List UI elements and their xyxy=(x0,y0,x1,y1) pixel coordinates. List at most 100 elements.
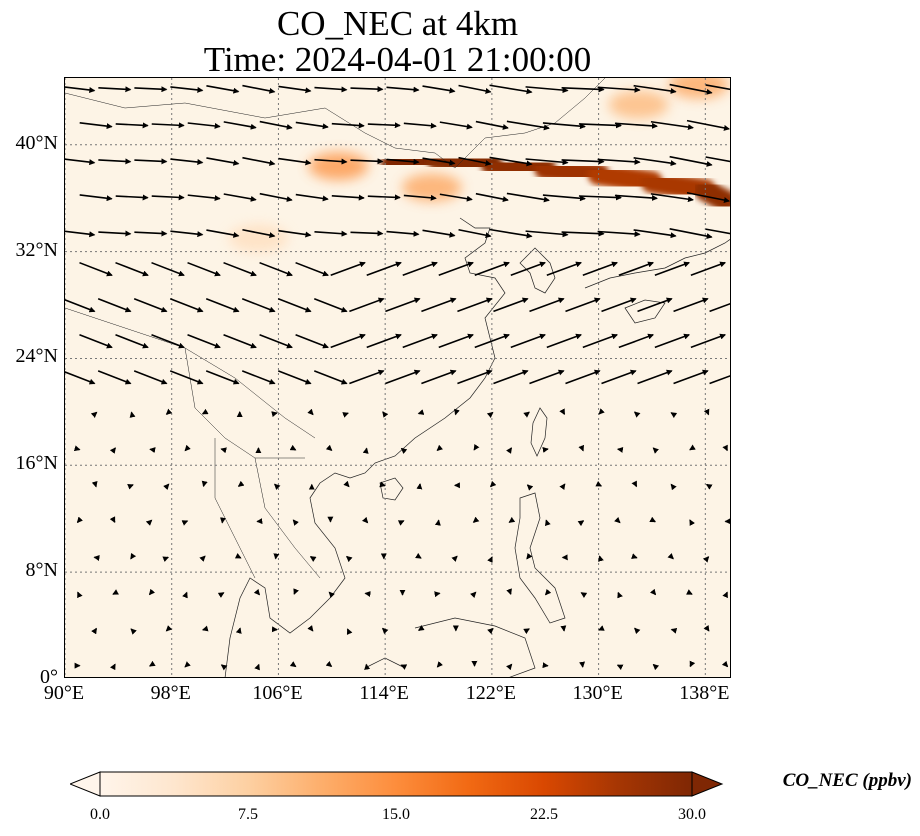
wind-arrow xyxy=(170,158,204,165)
wind-arrow xyxy=(544,588,552,596)
wind-arrow xyxy=(259,192,293,202)
wind-arrow xyxy=(529,297,565,313)
coastline-taiwan xyxy=(530,407,548,457)
wind-arrow xyxy=(506,120,550,131)
wind-arrow xyxy=(65,158,96,166)
wind-arrow xyxy=(457,369,493,385)
wind-arrow xyxy=(331,194,365,201)
wind-arrow xyxy=(669,155,713,167)
wind-arrow xyxy=(722,444,728,452)
wind-arrow xyxy=(98,230,132,237)
map-panel xyxy=(64,77,731,678)
colorbar-extend-low xyxy=(70,771,101,797)
wind-arrow xyxy=(165,625,173,632)
wind-arrow xyxy=(474,261,510,277)
lat-tick-label: 32°N xyxy=(15,238,58,261)
border-lines xyxy=(65,307,321,579)
wind-arrow xyxy=(475,192,509,203)
colorbar-tick-label: 30.0 xyxy=(678,806,706,823)
wind-arrow xyxy=(91,480,98,488)
wind-arrow xyxy=(184,661,191,668)
lon-tick-label: 98°E xyxy=(150,682,191,704)
wind-arrow xyxy=(595,481,603,487)
wind-arrow xyxy=(493,297,529,313)
plume-patch xyxy=(608,90,669,119)
wind-arrow xyxy=(472,516,480,523)
wind-arrow xyxy=(475,120,509,130)
wind-arrow xyxy=(235,627,242,634)
wind-arrow xyxy=(578,444,584,452)
wind-arrow xyxy=(673,297,709,313)
wind-arrow xyxy=(115,261,149,277)
wind-arrow xyxy=(77,591,83,599)
wind-arrow xyxy=(454,408,460,416)
wind-arrow xyxy=(223,121,257,130)
wind-arrow xyxy=(637,369,673,385)
wind-arrow xyxy=(618,261,654,277)
wind-arrow xyxy=(670,412,678,419)
wind-arrow xyxy=(582,333,618,349)
wind-arrow xyxy=(386,158,420,165)
co-concentration-field xyxy=(228,78,730,253)
wind-arrow xyxy=(366,333,402,349)
wind-arrow xyxy=(616,664,624,671)
wind-arrow xyxy=(473,443,480,451)
wind-arrow xyxy=(350,158,384,165)
wind-arrow xyxy=(386,230,420,237)
wind-arrow xyxy=(206,157,240,166)
lon-tick-label: 90°E xyxy=(43,682,85,704)
wind-arrow xyxy=(182,591,188,599)
wind-arrow xyxy=(415,552,422,559)
plume-patch xyxy=(228,224,289,253)
wind-arrow xyxy=(436,661,444,668)
wind-arrow xyxy=(313,297,348,313)
wind-arrow xyxy=(508,516,516,523)
wind-arrow xyxy=(669,228,713,240)
wind-arrow xyxy=(686,589,693,595)
wind-arrow xyxy=(133,370,168,385)
wind-arrow xyxy=(580,592,588,598)
colorbar xyxy=(70,771,724,797)
wind-arrow xyxy=(130,628,137,635)
lon-tick-label: 114°E xyxy=(359,682,409,704)
wind-arrow xyxy=(271,411,278,418)
wind-arrow xyxy=(438,261,474,277)
wind-arrow xyxy=(223,193,257,202)
wind-arrow xyxy=(458,84,492,94)
wind-arrow xyxy=(385,297,421,313)
wind-arrow xyxy=(667,553,674,560)
wind-arrow xyxy=(598,555,604,562)
wind-arrow xyxy=(350,230,384,237)
wind-arrow xyxy=(170,86,204,93)
wind-arrow xyxy=(130,552,137,560)
wind-arrow xyxy=(652,663,660,671)
wind-arrow xyxy=(439,193,473,202)
wind-arrow xyxy=(223,261,257,277)
wind-arrow xyxy=(417,625,425,631)
wind-arrow xyxy=(169,370,204,385)
lat-tick-label: 16°N xyxy=(15,452,58,475)
wind-arrow xyxy=(343,480,350,488)
wind-arrow xyxy=(115,194,149,201)
wind-arrow xyxy=(259,120,293,130)
wind-arrow xyxy=(295,261,329,277)
map-canvas xyxy=(65,78,730,677)
wind-arrow xyxy=(689,444,696,451)
lat-tick-label: 8°N xyxy=(25,559,58,582)
wind-arrow xyxy=(546,333,582,349)
coastline-japan xyxy=(584,238,730,324)
wind-arrow xyxy=(187,261,221,277)
wind-arrow xyxy=(690,261,727,277)
lon-tick-label: 106°E xyxy=(252,682,303,704)
wind-vectors xyxy=(65,83,730,671)
wind-arrow xyxy=(703,408,710,416)
wind-arrow xyxy=(402,333,438,349)
wind-arrow xyxy=(422,85,456,94)
wind-arrow xyxy=(91,627,98,635)
wind-arrow xyxy=(254,663,260,671)
wind-arrow xyxy=(631,553,638,559)
wind-arrow xyxy=(417,409,425,415)
wind-arrow xyxy=(151,334,185,349)
wind-arrow xyxy=(542,194,586,202)
coastline-mainland xyxy=(224,217,506,677)
